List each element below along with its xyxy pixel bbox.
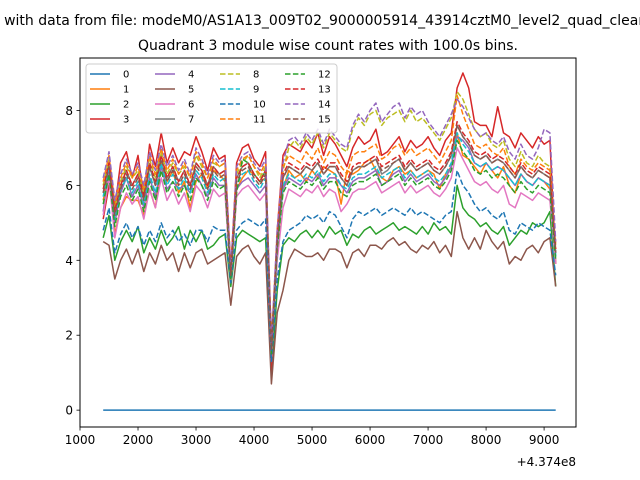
legend-label-2: 2 [123,100,129,111]
x-axis-ticks: 1000 2000 3000 4000 5000 6000 7000 8000 9000 [65,427,560,447]
series-line-5 [102,210,557,385]
series-line-13 [102,120,557,348]
legend-box [85,63,338,134]
series-line-2 [102,184,557,374]
y-tick-label: 6 [65,179,73,193]
legend-label-0: 0 [123,70,129,81]
chart-title: Quadrant 3 module wise count rates with … [138,38,518,54]
legend-label-10: 10 [253,100,266,111]
x-tick-label: 4000 [239,433,270,447]
series-line-11 [102,94,557,344]
y-tick-label: 0 [65,404,73,418]
axes-frame [79,57,577,428]
legend-label-11: 11 [253,115,266,126]
y-tick-label: 8 [65,104,73,118]
legend-label-4: 4 [188,70,194,81]
series-line-15 [102,124,557,351]
series-line-9 [102,132,557,355]
x-tick-label: 5000 [297,433,328,447]
legend-label-6: 6 [188,100,194,111]
series-line-6 [102,147,557,363]
legend-label-13: 13 [318,85,331,96]
legend-label-3: 3 [123,115,129,126]
legend-label-9: 9 [253,85,259,96]
x-tick-label: 7000 [413,433,444,447]
x-tick-label: 3000 [181,433,212,447]
series-line-12 [102,139,557,355]
legend-label-8: 8 [253,70,259,81]
x-tick-label: 8000 [471,433,502,447]
x-tick-label: 9000 [529,433,560,447]
legend-label-7: 7 [188,115,194,126]
series-line-10 [102,169,557,363]
figure-suptitle: Plots with data from file: modeM0/AS1A13… [0,13,640,29]
legend-label-15: 15 [318,115,331,126]
y-tick-label: 2 [65,329,73,343]
x-tick-label: 2000 [123,433,154,447]
legend-label-5: 5 [188,85,194,96]
x-tick-label: 1000 [65,433,96,447]
y-tick-label: 4 [65,254,73,268]
legend-label-12: 12 [318,70,331,81]
x-tick-label: 6000 [355,433,386,447]
y-axis-ticks: 0 2 4 6 8 [65,104,80,418]
x-axis-offset-text: +4.374e8 [517,455,576,469]
legend-label-1: 1 [123,85,129,96]
series-line-3 [102,72,557,374]
plot-lines [102,72,557,411]
legend-label-14: 14 [318,100,331,111]
